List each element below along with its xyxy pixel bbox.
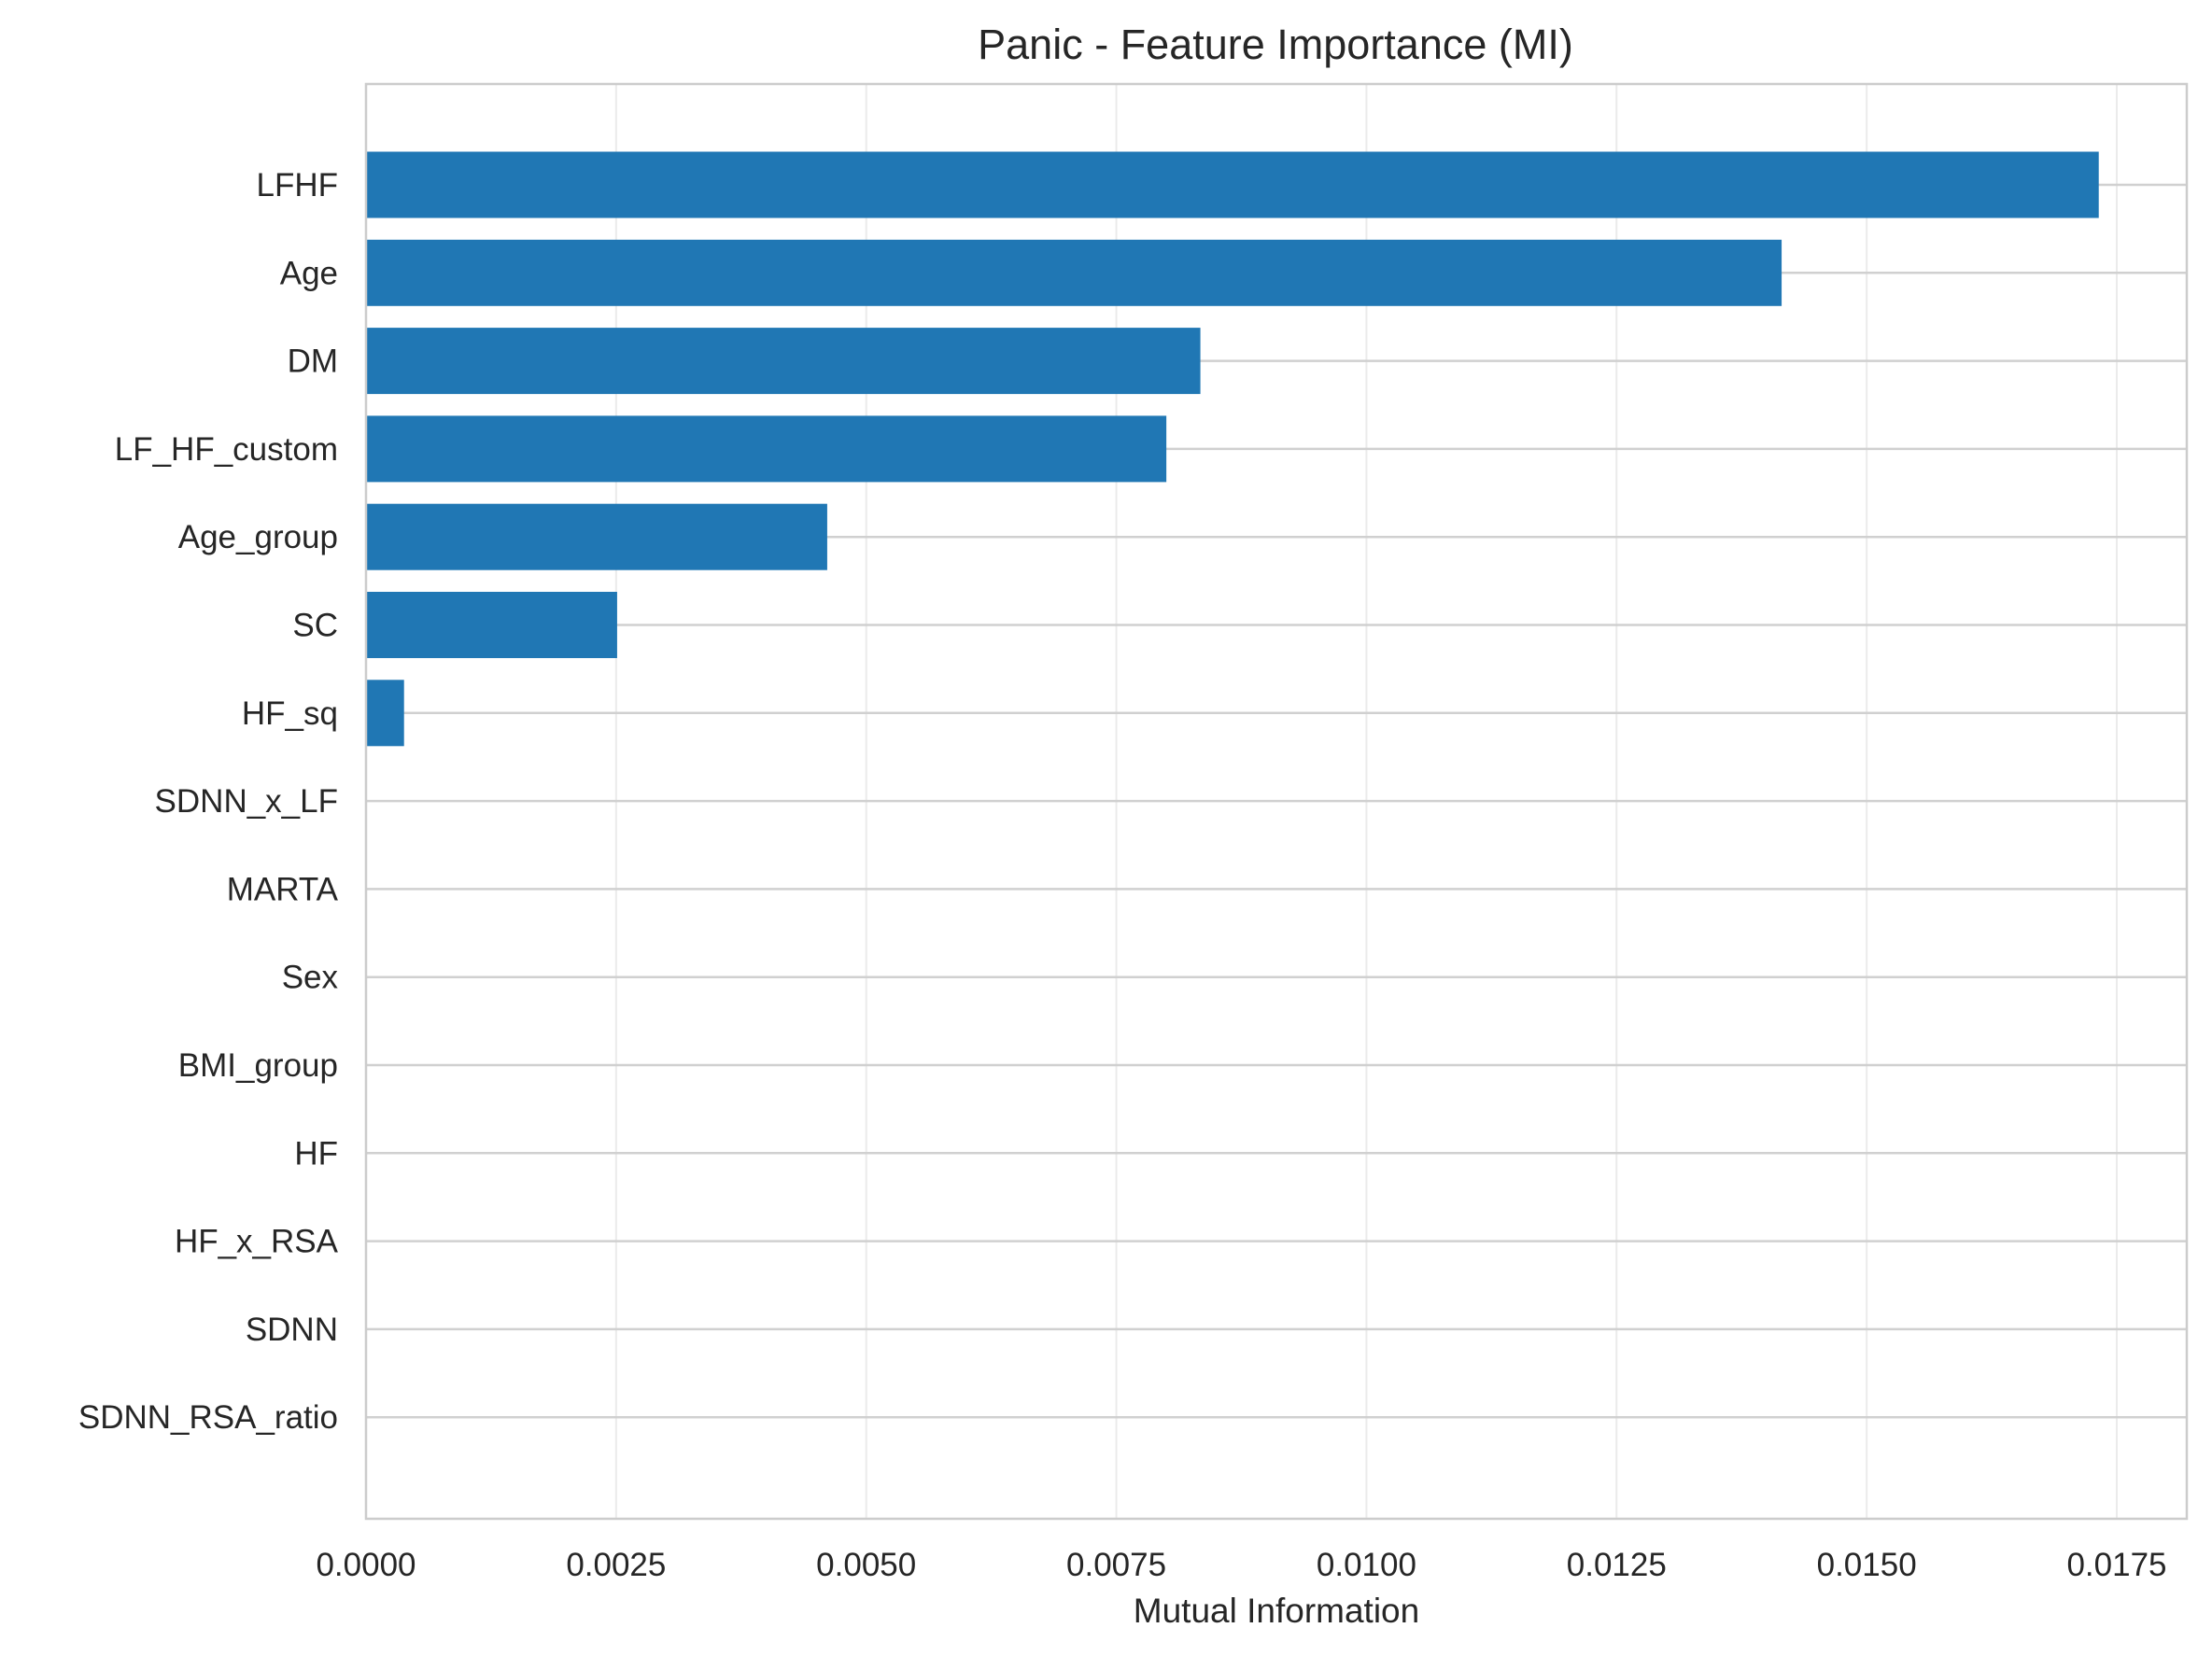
- y-tick-label: SC: [292, 608, 338, 644]
- bar-hf-sq: [366, 680, 404, 747]
- y-tick-label: SDNN: [246, 1312, 338, 1348]
- x-tick-label: 0.0075: [1066, 1547, 1166, 1583]
- bar-age-group: [366, 503, 827, 570]
- x-tick-label: 0.0150: [1817, 1547, 1917, 1583]
- x-tick-label: 0.0025: [566, 1547, 666, 1583]
- x-tick-label: 0.0175: [2066, 1547, 2166, 1583]
- x-tick-label: 0.0050: [816, 1547, 916, 1583]
- y-tick-label: HF_sq: [242, 695, 338, 732]
- tick-layer: 0.0000 0.0025 0.0050 0.0075 0.0100 0.0125 0.01…: [78, 167, 2167, 1583]
- y-tick-label: MARTA: [227, 871, 339, 907]
- y-tick-label: SDNN_x_LF: [155, 783, 338, 820]
- y-tick-label: HF: [294, 1135, 338, 1172]
- plot-frame: [364, 82, 2189, 1521]
- y-tick-label: Age: [280, 255, 338, 291]
- y-tick-label: Sex: [282, 960, 339, 996]
- x-tick-label: 0.0100: [1317, 1547, 1416, 1583]
- bar-lfhf: [366, 151, 2099, 218]
- x-axis-label: Mutual Information: [1134, 1592, 1419, 1630]
- bar-age: [366, 239, 1782, 306]
- bar-sc: [366, 592, 617, 658]
- bar-layer: [366, 151, 2099, 747]
- y-tick-label: HF_x_RSA: [175, 1224, 339, 1260]
- chart-title: Panic - Feature Importance (MI): [978, 21, 1573, 68]
- y-tick-label: BMI_group: [178, 1047, 338, 1084]
- y-tick-label: DM: [288, 344, 338, 380]
- x-tick-label: 0.0000: [316, 1547, 416, 1583]
- y-tick-label: SDNN_RSA_ratio: [78, 1399, 338, 1436]
- y-tick-label: Age_group: [178, 519, 338, 555]
- bar-dm: [366, 328, 1201, 395]
- bar-lf-hf-custom: [366, 415, 1167, 483]
- y-tick-label: LF_HF_custom: [115, 431, 338, 468]
- y-tick-label: LFHF: [257, 167, 339, 203]
- x-tick-label: 0.0125: [1567, 1547, 1667, 1583]
